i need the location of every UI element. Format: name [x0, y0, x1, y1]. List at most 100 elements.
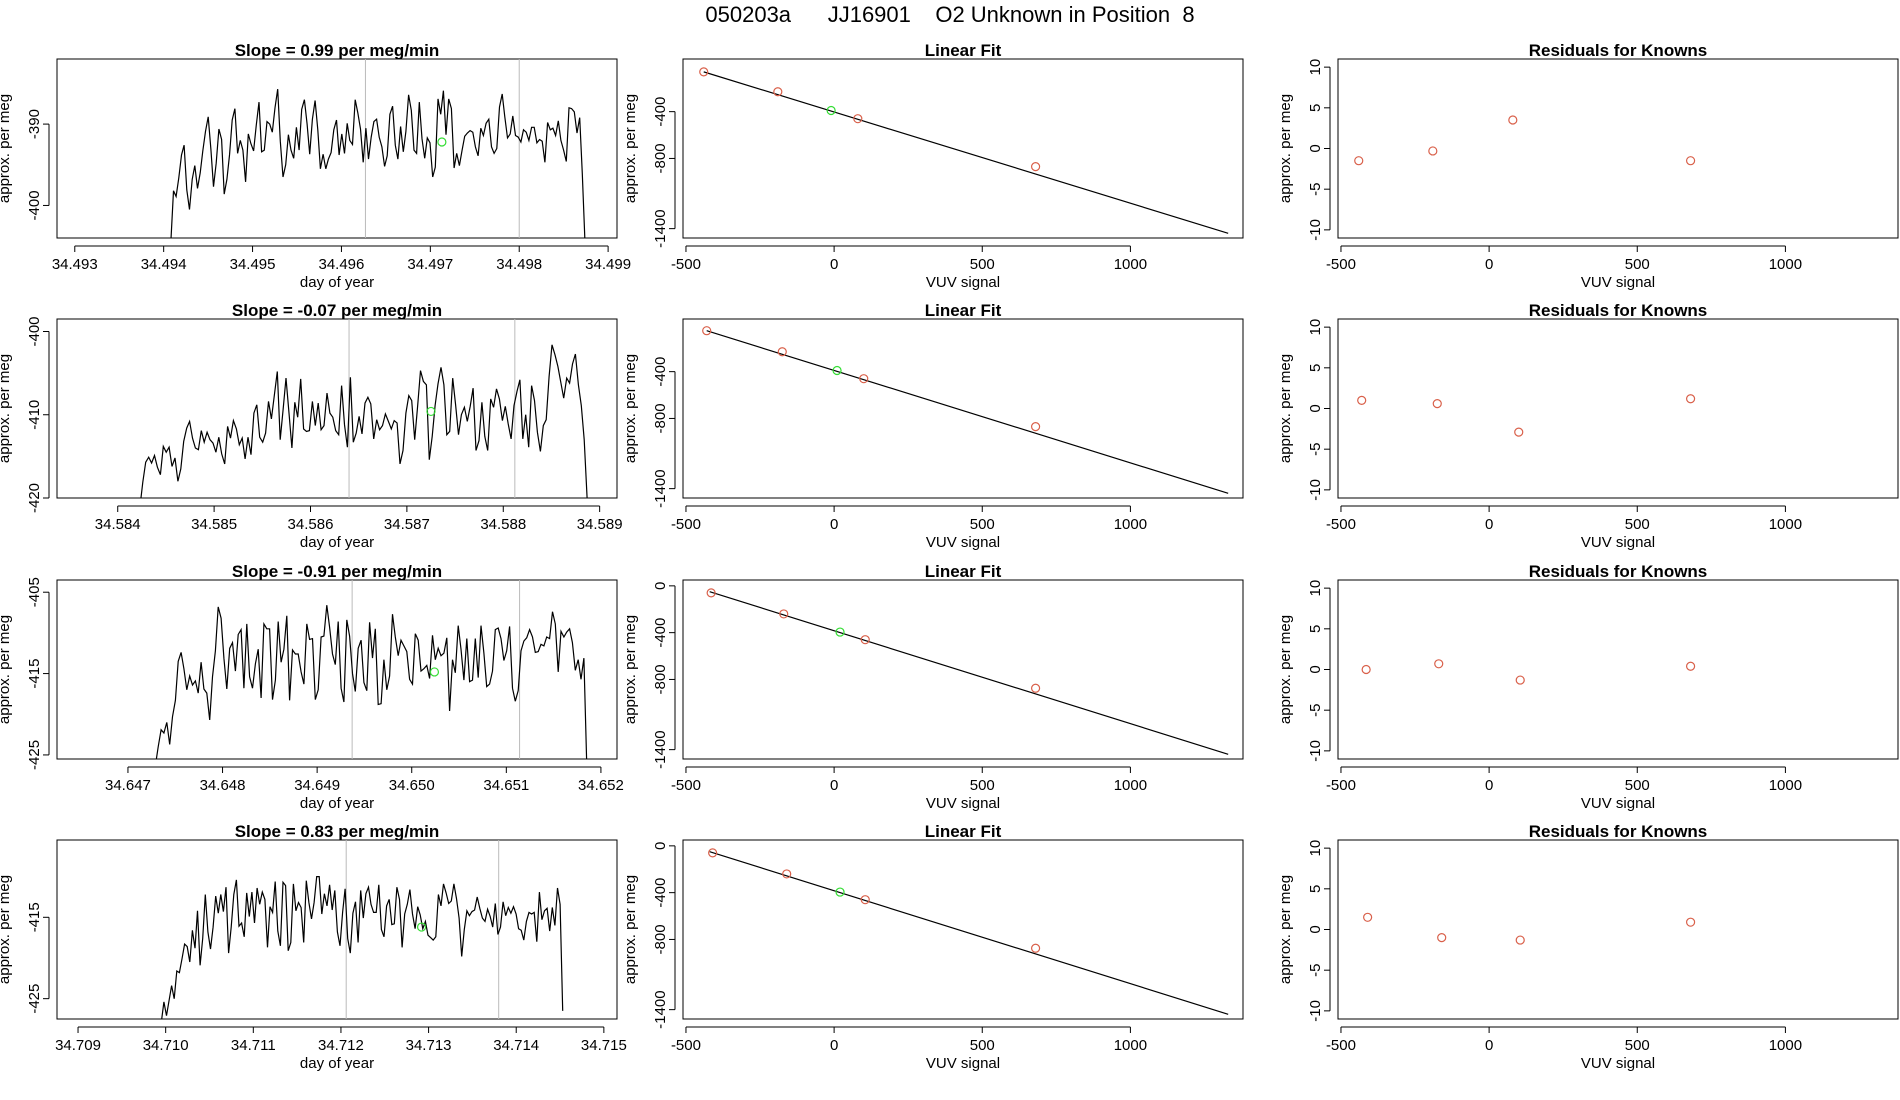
y-axis-label: approx. per meg — [1277, 615, 1294, 724]
y-axis-label: approx. per meg — [622, 615, 639, 724]
y-tick-label: -800 — [652, 924, 669, 954]
x-tick-label: 34.647 — [105, 777, 151, 794]
linear_fit-panel-row-4: Linear Fit -500 0 500 1000 VUV signal 0 -400 -80… — [622, 822, 1244, 1072]
y-tick-label: -400 — [652, 357, 669, 387]
plot-data — [699, 67, 1229, 234]
x-tick-label: 34.586 — [288, 516, 334, 533]
chart-title: Slope = -0.07 per meg/min — [232, 301, 442, 320]
plot-frame — [56, 579, 618, 760]
x-tick-label: 34.498 — [496, 256, 542, 273]
plot-data — [161, 840, 564, 1019]
y-tick-label: -400 — [652, 618, 669, 648]
linear_fit-panel-row-2: Linear Fit -500 0 500 1000 VUV signal -400 -800… — [622, 301, 1244, 551]
chart-title: Residuals for Knowns — [1529, 822, 1708, 841]
known-point — [1432, 399, 1442, 409]
y-tick-label: -1400 — [652, 209, 669, 247]
trace-line — [155, 605, 588, 759]
unknown-point — [835, 887, 845, 897]
y-tick-label: 5 — [1307, 625, 1324, 633]
known-point — [1354, 156, 1364, 166]
y-tick-label: -1400 — [652, 990, 669, 1028]
fit-line — [706, 330, 1229, 494]
known-point — [1685, 661, 1696, 671]
known-point — [702, 326, 712, 336]
x-axis-label: VUV signal — [1581, 795, 1655, 812]
plot-data — [702, 326, 1229, 494]
plot-frame — [682, 318, 1244, 499]
x-tick-label: 500 — [970, 516, 995, 533]
linear_fit-panel-row-3: Linear Fit -500 0 500 1000 VUV signal 0 -400 -80… — [622, 562, 1244, 812]
y-tick-label: -410 — [26, 400, 43, 430]
plot-data — [155, 580, 588, 759]
y-tick-label: 0 — [1307, 665, 1324, 673]
x-axis-label: day of year — [300, 1055, 374, 1072]
known-point — [1685, 156, 1696, 166]
x-axis-label: VUV signal — [1581, 534, 1655, 551]
known-point — [1434, 659, 1444, 669]
y-tick-label: -1400 — [652, 730, 669, 768]
known-point — [860, 635, 870, 645]
unknown-point — [826, 105, 836, 116]
y-tick-label: 0 — [1307, 404, 1324, 412]
chart-title: Slope = 0.99 per meg/min — [235, 41, 440, 60]
y-tick-label: -405 — [26, 577, 43, 607]
x-axis-label: day of year — [300, 534, 374, 551]
fit-line — [709, 851, 1229, 1015]
x-tick-label: 0 — [1485, 516, 1493, 533]
chart-title: Slope = 0.83 per meg/min — [235, 822, 440, 841]
known-point — [1508, 115, 1518, 125]
y-tick-label: 10 — [1307, 580, 1324, 597]
trace-line — [161, 875, 564, 1019]
plot-data — [170, 59, 586, 238]
x-tick-label: 500 — [1625, 256, 1650, 273]
y-tick-label: 10 — [1307, 840, 1324, 857]
x-tick-label: 34.585 — [191, 516, 237, 533]
x-tick-label: 1000 — [1769, 256, 1802, 273]
chart-title: Linear Fit — [925, 822, 1002, 841]
residuals-panel-row-1: Residuals for Knowns -500 0 500 1000 VUV sign… — [1277, 41, 1899, 291]
x-tick-label: 0 — [830, 1037, 838, 1054]
x-tick-label: 0 — [1485, 256, 1493, 273]
linear_fit-panel-row-1: Linear Fit -500 0 500 1000 VUV signal -400 -800… — [622, 41, 1244, 291]
x-tick-label: -500 — [671, 516, 701, 533]
x-axis-label: VUV signal — [926, 274, 1000, 291]
known-point — [1685, 394, 1696, 404]
x-tick-label: 0 — [1485, 1037, 1493, 1054]
x-tick-label: 34.709 — [55, 1037, 101, 1054]
known-point — [853, 114, 863, 124]
fit-line — [703, 71, 1229, 234]
y-axis-label: approx. per meg — [0, 354, 13, 463]
y-tick-label: -1400 — [652, 469, 669, 507]
residuals-panel-row-3: Residuals for Knowns -500 0 500 1000 VUV sign… — [1277, 562, 1899, 812]
unknown-point — [835, 627, 845, 637]
plot-frame — [56, 318, 618, 499]
fit-line — [709, 591, 1229, 755]
y-tick-label: 0 — [1307, 144, 1324, 152]
y-tick-label: -10 — [1307, 1000, 1324, 1022]
trace-line — [140, 344, 588, 498]
plot-data — [706, 588, 1229, 755]
x-tick-label: 34.712 — [318, 1037, 364, 1054]
x-tick-label: 500 — [970, 1037, 995, 1054]
x-tick-label: 500 — [1625, 516, 1650, 533]
x-tick-label: 34.714 — [493, 1037, 539, 1054]
plot-frame — [56, 839, 618, 1020]
y-tick-label: -425 — [26, 740, 43, 770]
plot-data — [1357, 394, 1696, 437]
known-point — [706, 588, 716, 598]
timeseries-panel-row-4: Slope = 0.83 per meg/min 34.709 34.710 34.7… — [0, 822, 627, 1072]
y-axis-label: approx. per meg — [1277, 354, 1294, 463]
y-tick-label: -390 — [26, 109, 43, 139]
plot-frame — [1337, 58, 1899, 239]
plot-data — [140, 319, 588, 498]
y-tick-label: -400 — [26, 190, 43, 220]
plot-frame — [682, 839, 1244, 1020]
x-tick-label: 500 — [1625, 1037, 1650, 1054]
x-tick-label: 34.710 — [143, 1037, 189, 1054]
x-tick-label: -500 — [671, 777, 701, 794]
known-point — [1030, 162, 1041, 172]
plot-frame — [1337, 839, 1899, 1020]
y-tick-label: -400 — [26, 316, 43, 346]
known-point — [708, 848, 718, 858]
y-tick-label: -800 — [652, 664, 669, 694]
